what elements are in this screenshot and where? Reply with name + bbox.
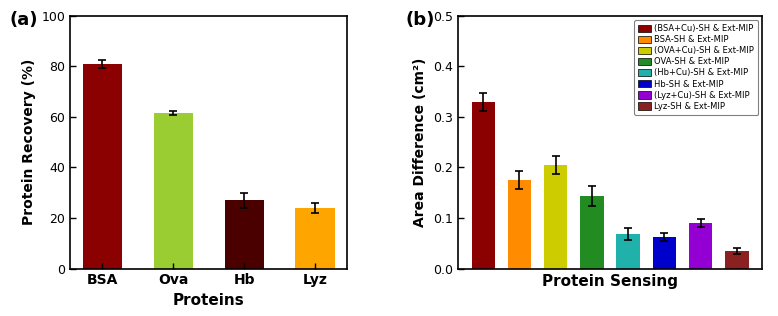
Legend: (BSA+Cu)-SH & Ext-MIP, BSA-SH & Ext-MIP, (OVA+Cu)-SH & Ext-MIP, OVA-SH & Ext-MIP: (BSA+Cu)-SH & Ext-MIP, BSA-SH & Ext-MIP,… — [634, 20, 759, 115]
Bar — [225, 200, 264, 269]
Y-axis label: Protein Recovery (%): Protein Recovery (%) — [22, 59, 36, 225]
Bar — [82, 64, 121, 269]
Bar — [725, 251, 748, 269]
Y-axis label: Area Difference (cm²): Area Difference (cm²) — [413, 58, 427, 227]
Bar — [616, 234, 640, 269]
Bar — [508, 180, 531, 269]
Bar — [580, 196, 604, 269]
X-axis label: Proteins: Proteins — [173, 293, 244, 308]
X-axis label: Protein Sensing: Protein Sensing — [542, 274, 678, 289]
Text: (b): (b) — [406, 11, 435, 29]
Bar — [296, 208, 335, 269]
Bar — [653, 237, 676, 269]
Bar — [689, 223, 713, 269]
Bar — [544, 165, 567, 269]
Bar — [153, 113, 193, 269]
Bar — [471, 102, 495, 269]
Text: (a): (a) — [9, 11, 37, 29]
